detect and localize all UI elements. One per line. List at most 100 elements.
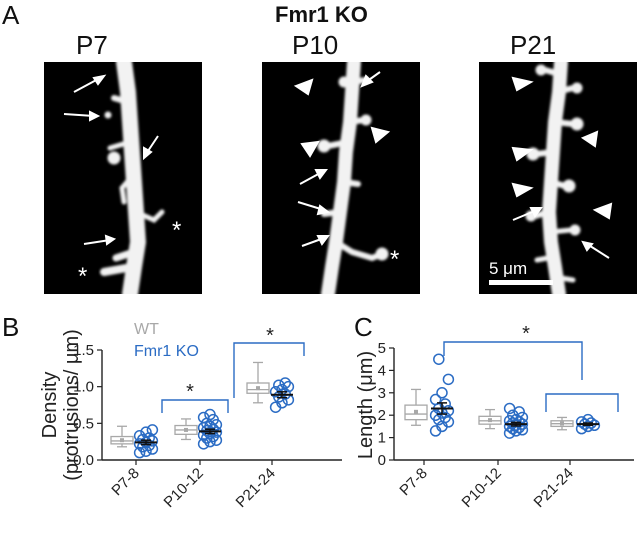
chart-c-significance: * — [522, 323, 530, 345]
figure-title: Fmr1 KO — [275, 2, 368, 27]
chart-b-ko-point — [210, 426, 223, 438]
chart-c-ko-point — [442, 404, 455, 417]
chart-b-y-tick-label: 1.5 — [73, 342, 94, 359]
chart-b-ko-point — [137, 433, 149, 446]
chart-c-ko-point — [436, 407, 448, 419]
chart-b-y-tick-label: 0.0 — [73, 452, 94, 469]
scale-bar-label: 5 μm — [489, 259, 527, 278]
chart-b-wt-mean — [256, 386, 260, 391]
chart-b-wt-box — [110, 435, 134, 445]
chart-b-ko-point — [210, 434, 223, 446]
chart-c-ko-point — [503, 415, 516, 427]
chart-c-ko-point — [433, 402, 445, 415]
chart-c-ko-point — [429, 409, 442, 421]
chart-b-ko-point — [201, 432, 213, 444]
chart-b-y-tick-label: 0.5 — [73, 415, 94, 432]
chart-c-ko-point — [510, 425, 522, 437]
chart-b-ko-point — [143, 432, 155, 444]
chart-b-ko-point — [276, 397, 288, 409]
chart-c-bracket — [443, 341, 583, 380]
chart-c-x-tick-label: P10-12 — [459, 465, 505, 511]
chart-c-ko-point — [516, 424, 529, 436]
svg-text:*: * — [172, 217, 181, 244]
chart-b-ko-point — [146, 443, 159, 455]
chart-b-wt-box — [246, 382, 270, 394]
chart-b-ko-point — [279, 377, 291, 389]
chart-b-ko-point — [140, 445, 152, 457]
chart-b-bracket — [233, 342, 305, 398]
chart-b-ko-point — [204, 435, 216, 448]
age-label-p7: P7 — [76, 30, 108, 60]
chart-c-ko-point — [516, 411, 529, 424]
chart-b-ko-point — [204, 427, 216, 440]
chart-b-ko-point — [133, 430, 146, 442]
chart-c-ko-point — [436, 420, 448, 433]
chart-b-wt-mean — [120, 438, 124, 443]
chart-c-ko-point — [588, 419, 601, 432]
chart-b-wt-mean — [184, 427, 188, 432]
chart-b-ko-point — [197, 429, 210, 441]
chart-c-wt-box — [550, 420, 574, 428]
chart-b-ko-point — [197, 411, 210, 424]
panel-letter-c: C — [354, 312, 373, 342]
chart-c-ko-point — [575, 422, 588, 435]
chart-b-ko-point — [282, 394, 295, 406]
chart-c-wt-mean — [560, 421, 564, 426]
chart-c-wt-box — [478, 415, 502, 425]
panel-letter-a: A — [2, 0, 20, 30]
chart-c-y-tick-label: 1 — [378, 430, 386, 447]
legend-wt: WT — [134, 321, 159, 338]
chart-c-ko-point — [575, 416, 588, 428]
chart-b-ko-point — [133, 446, 146, 459]
chart-c-ko-point — [513, 421, 525, 434]
chart-c-ko-point — [429, 393, 442, 406]
legend-ko: Fmr1 KO — [134, 343, 199, 360]
micrograph-p7: * * — [44, 62, 202, 294]
chart-c-ko-point — [436, 387, 448, 399]
chart-c-bracket — [545, 393, 619, 412]
chart-c-x-tick-label: P21-24 — [531, 465, 577, 511]
chart-c-ko-point — [507, 422, 519, 435]
chart-b-ko-point — [210, 419, 223, 431]
chart-c-wt-mean — [488, 418, 492, 423]
chart-c-y-tick-label: 5 — [378, 340, 386, 357]
svg-text:*: * — [78, 263, 87, 290]
chart-c-ko-point — [513, 416, 525, 428]
chart-c-ko-point — [503, 402, 516, 415]
chart-b-ko-point — [282, 380, 295, 393]
chart-b-x-tick-label: P10-12 — [161, 465, 207, 511]
chart-b-ko-point — [273, 391, 285, 403]
chart-c-x-tick-label: P7-8 — [396, 465, 430, 499]
chart-b-significance: * — [266, 325, 274, 347]
chart-b-ko-point — [197, 438, 210, 450]
chart-b-ko-point — [140, 436, 152, 449]
chart-b-ko-point — [204, 408, 216, 421]
chart-b-ko-point — [204, 420, 216, 433]
chart-b-x-tick-label: P7-8 — [108, 465, 142, 499]
chart-c-ko-point — [516, 418, 529, 430]
micrograph-p10: * — [262, 62, 420, 294]
chart-b-ko-point — [269, 386, 282, 398]
chart-c-ko-point — [442, 373, 455, 386]
micrograph-p21: 5 μm — [479, 62, 637, 294]
chart-b-ko-point — [279, 388, 291, 400]
chart-c-ko-point — [442, 416, 455, 428]
chart-c-ko-point — [510, 419, 522, 432]
chart-b-ko-point — [146, 435, 159, 447]
chart-b-ko-point — [276, 383, 288, 396]
chart-b-ko-point — [201, 417, 213, 430]
chart-b-ylabel-line2: (protrusions/ μm) — [61, 329, 83, 481]
chart-c-y-tick-label: 2 — [378, 407, 386, 424]
chart-b-ko-point — [146, 424, 159, 436]
chart-b-bracket — [161, 399, 229, 413]
chart-b-wt-box — [174, 424, 198, 435]
chart-b-significance: * — [186, 381, 194, 403]
chart-b-ko-point — [140, 426, 152, 438]
chart-c-ko-point — [579, 418, 591, 430]
chart-c-wt-mean — [414, 409, 418, 414]
chart-b-y-tick-label: 1.0 — [73, 379, 94, 396]
chart-b-ko-point — [207, 413, 219, 426]
chart-c-ko-point — [439, 411, 451, 424]
chart-b-ko-point — [269, 401, 282, 413]
chart-c-ko-point — [582, 420, 594, 433]
